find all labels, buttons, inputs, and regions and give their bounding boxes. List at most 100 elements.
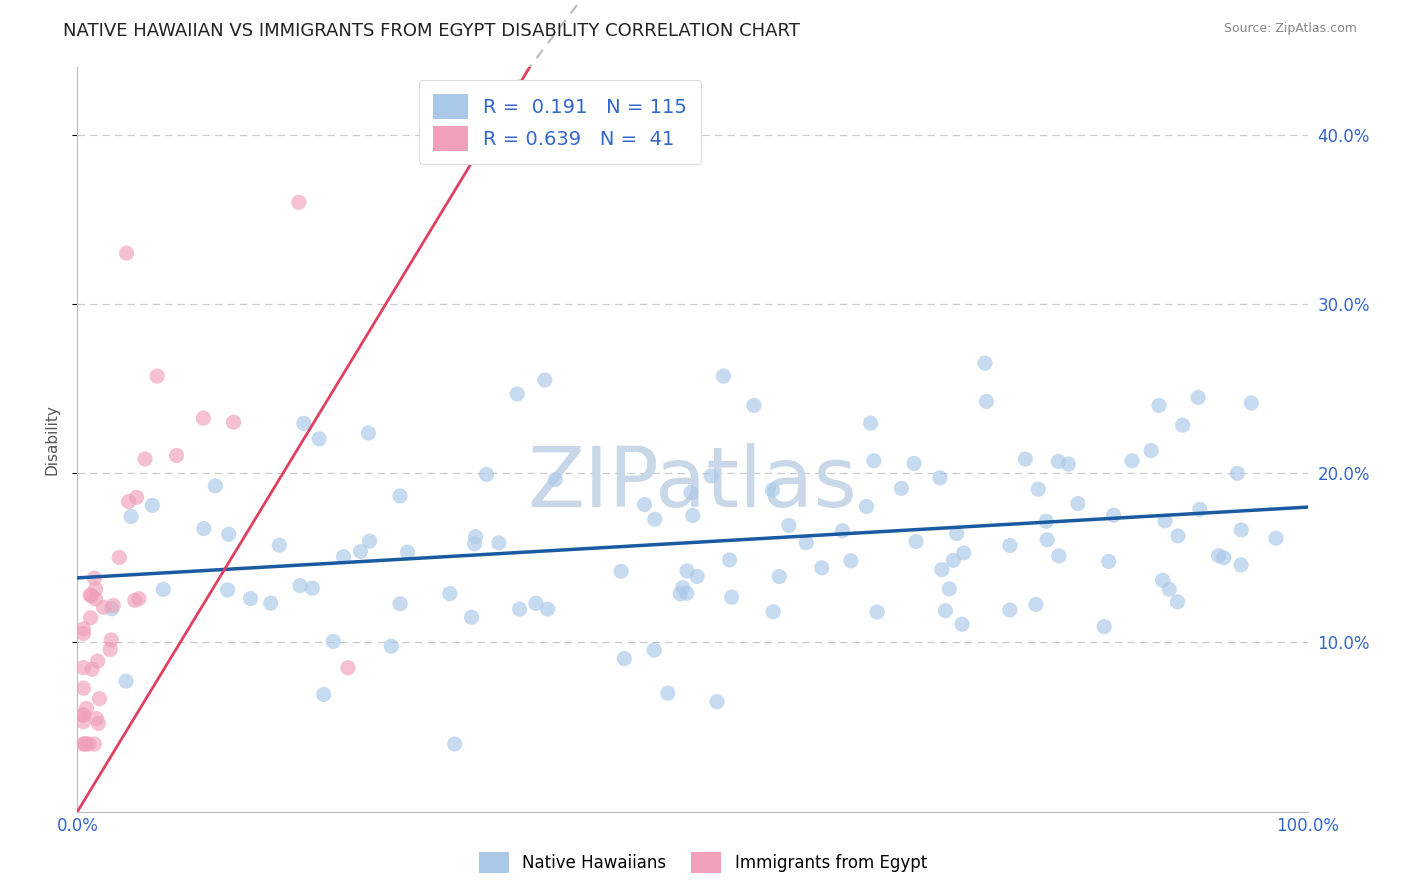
Point — [146, 369, 169, 384]
Point — [464, 537, 486, 551]
Point — [84, 591, 107, 606]
Point — [762, 605, 785, 619]
Point — [1226, 467, 1249, 481]
Point — [322, 634, 344, 648]
Point — [193, 522, 215, 536]
Point — [952, 546, 974, 560]
Text: Source: ZipAtlas.com: Source: ZipAtlas.com — [1223, 22, 1357, 36]
Point — [75, 737, 97, 751]
Point — [260, 596, 283, 610]
Point — [82, 662, 104, 676]
Point — [1047, 549, 1070, 563]
Point — [855, 500, 877, 514]
Point — [633, 498, 655, 512]
Point — [218, 527, 240, 541]
Point — [380, 639, 402, 653]
Point — [544, 473, 567, 487]
Point — [389, 489, 412, 503]
Point — [534, 373, 557, 387]
Point — [83, 737, 105, 751]
Point — [312, 688, 335, 702]
Point — [83, 571, 105, 585]
Point — [1230, 558, 1253, 572]
Point — [1025, 598, 1047, 612]
Point — [337, 661, 360, 675]
Point — [644, 512, 666, 526]
Point — [613, 651, 636, 665]
Point — [859, 416, 882, 430]
Point — [77, 737, 100, 751]
Point — [682, 508, 704, 523]
Point — [79, 588, 101, 602]
Point — [1188, 502, 1211, 516]
Point — [93, 600, 115, 615]
Point — [1121, 454, 1143, 468]
Point — [974, 356, 997, 370]
Point — [439, 587, 461, 601]
Point — [98, 642, 121, 657]
Point — [998, 603, 1021, 617]
Point — [120, 509, 142, 524]
Point — [890, 481, 912, 495]
Point — [713, 369, 735, 384]
Point — [204, 479, 226, 493]
Point — [72, 622, 94, 636]
Point — [72, 681, 94, 695]
Point — [1230, 523, 1253, 537]
Point — [524, 596, 547, 610]
Point — [124, 593, 146, 607]
Point — [506, 387, 529, 401]
Point — [866, 605, 889, 619]
Legend: Native Hawaiians, Immigrants from Egypt: Native Hawaiians, Immigrants from Egypt — [472, 846, 934, 880]
Point — [1187, 391, 1209, 405]
Point — [643, 643, 665, 657]
Point — [332, 549, 354, 564]
Point — [475, 467, 498, 482]
Point — [72, 707, 94, 722]
Point — [389, 597, 412, 611]
Point — [72, 626, 94, 640]
Point — [86, 712, 108, 726]
Point — [676, 564, 699, 578]
Point — [1026, 482, 1049, 496]
Point — [115, 246, 138, 260]
Text: NATIVE HAWAIIAN VS IMMIGRANTS FROM EGYPT DISABILITY CORRELATION CHART: NATIVE HAWAIIAN VS IMMIGRANTS FROM EGYPT… — [63, 22, 800, 40]
Point — [193, 411, 215, 425]
Point — [942, 553, 965, 567]
Point — [89, 691, 111, 706]
Point — [100, 632, 122, 647]
Point — [79, 611, 101, 625]
Point — [1240, 396, 1263, 410]
Point — [610, 565, 633, 579]
Point — [103, 599, 125, 613]
Point — [903, 457, 925, 471]
Point — [115, 674, 138, 689]
Point — [1140, 443, 1163, 458]
Point — [536, 602, 558, 616]
Point — [1171, 418, 1194, 433]
Point — [460, 610, 482, 624]
Point — [292, 417, 315, 431]
Point — [1167, 529, 1189, 543]
Legend: R =  0.191   N = 115, R = 0.639   N =  41: R = 0.191 N = 115, R = 0.639 N = 41 — [419, 80, 700, 164]
Point — [998, 539, 1021, 553]
Point — [239, 591, 262, 606]
Point — [976, 394, 998, 409]
Point — [672, 581, 695, 595]
Point — [1102, 508, 1125, 523]
Point — [72, 714, 94, 729]
Point — [768, 569, 790, 583]
Point — [508, 602, 530, 616]
Point — [108, 550, 131, 565]
Point — [1167, 595, 1189, 609]
Point — [118, 494, 141, 508]
Point — [928, 471, 950, 485]
Point — [128, 591, 150, 606]
Point — [1092, 619, 1115, 633]
Point — [72, 660, 94, 674]
Point — [84, 582, 107, 596]
Point — [1152, 573, 1174, 587]
Point — [761, 483, 783, 497]
Point — [86, 654, 108, 668]
Point — [720, 591, 742, 605]
